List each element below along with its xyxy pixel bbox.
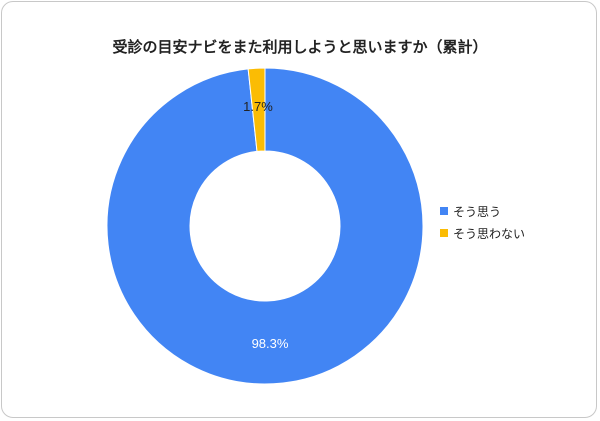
chart-title: 受診の目安ナビをまた利用しようと思いますか（累計）	[112, 38, 488, 56]
data-label-yes: 98.3%	[252, 336, 289, 351]
slice-no	[247, 67, 266, 152]
legend-label-no: そう思わない	[453, 226, 526, 241]
legend-item-yes: そう思う	[440, 200, 525, 222]
legend-swatch-no	[440, 229, 448, 237]
legend-label-yes: そう思う	[453, 204, 502, 219]
legend-item-no: そう思わない	[440, 222, 525, 244]
legend: そう思う そう思わない	[440, 200, 525, 244]
slice-yes	[106, 67, 424, 385]
legend-swatch-yes	[440, 207, 448, 215]
data-label-no: 1.7%	[243, 99, 273, 114]
